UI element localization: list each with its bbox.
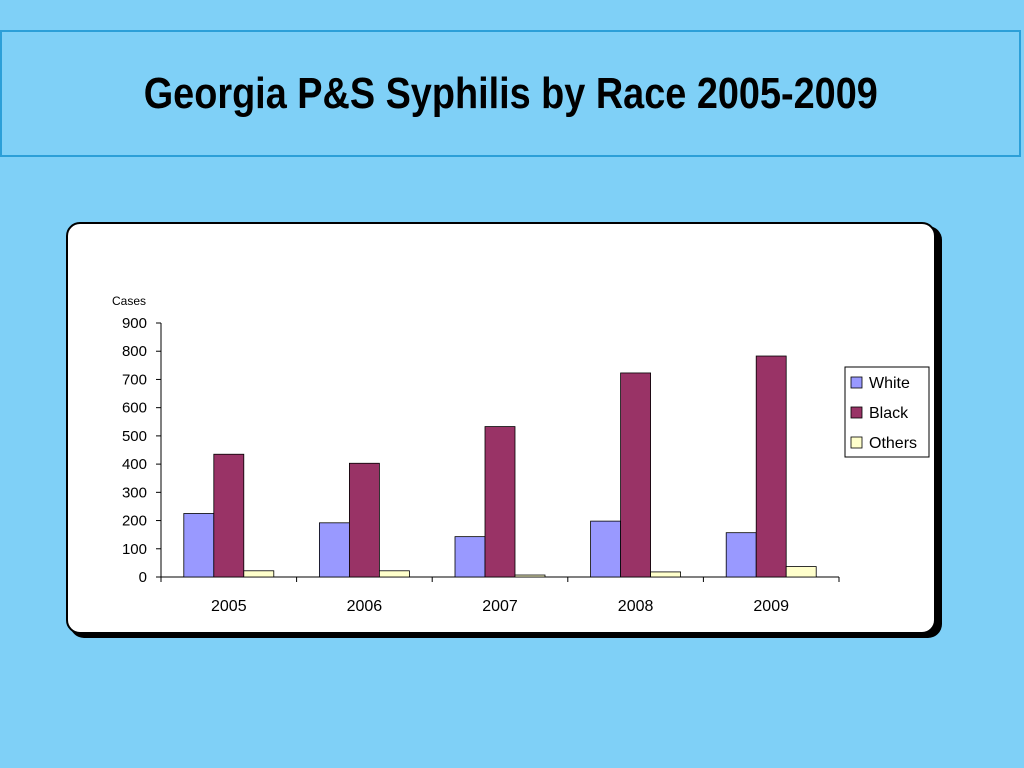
bar-others-2009 bbox=[785, 566, 817, 578]
legend-swatch-white bbox=[850, 376, 863, 389]
bar-others-2008 bbox=[650, 571, 681, 578]
y-axis-label: Cases bbox=[112, 294, 146, 308]
bar-black-2006 bbox=[348, 462, 380, 578]
bar-black-2007 bbox=[484, 426, 516, 578]
y-tick-label: 900 bbox=[122, 315, 147, 332]
bar-white-2006 bbox=[318, 522, 350, 578]
x-tick-label: 2008 bbox=[618, 598, 654, 615]
bar-white-2007 bbox=[454, 536, 486, 578]
x-tick-label: 2005 bbox=[211, 598, 247, 615]
y-tick-label: 300 bbox=[122, 484, 147, 501]
bar-black-2008 bbox=[620, 372, 651, 578]
x-tick-label: 2006 bbox=[347, 598, 383, 615]
y-tick-label: 100 bbox=[122, 541, 147, 558]
x-tick-label: 2007 bbox=[482, 598, 518, 615]
bar-white-2005 bbox=[183, 513, 215, 578]
x-tick-label: 2009 bbox=[753, 598, 789, 615]
title-box: Georgia P&S Syphilis by Race 2005-2009 bbox=[0, 30, 1021, 157]
legend-swatch-black bbox=[850, 406, 863, 419]
y-tick-label: 0 bbox=[139, 569, 147, 586]
bar-black-2005 bbox=[213, 453, 245, 578]
bar-white-2008 bbox=[590, 520, 621, 578]
bar-black-2009 bbox=[755, 355, 787, 578]
legend-label-others: Others bbox=[869, 435, 917, 452]
bar-others-2006 bbox=[378, 570, 410, 578]
y-tick-label: 600 bbox=[122, 400, 147, 417]
bar-others-2005 bbox=[243, 570, 275, 578]
y-tick-label: 500 bbox=[122, 428, 147, 445]
legend-label-black: Black bbox=[869, 405, 909, 422]
slide-title: Georgia P&S Syphilis by Race 2005-2009 bbox=[143, 68, 878, 118]
legend-label-white: White bbox=[869, 375, 910, 392]
y-tick-label: 200 bbox=[122, 513, 147, 530]
bar-white-2009 bbox=[725, 532, 757, 578]
y-tick-label: 400 bbox=[122, 456, 147, 473]
bar-others-2007 bbox=[514, 574, 546, 578]
legend-swatch-others bbox=[850, 436, 863, 449]
y-tick-label: 700 bbox=[122, 371, 147, 388]
y-tick-label: 800 bbox=[122, 343, 147, 360]
